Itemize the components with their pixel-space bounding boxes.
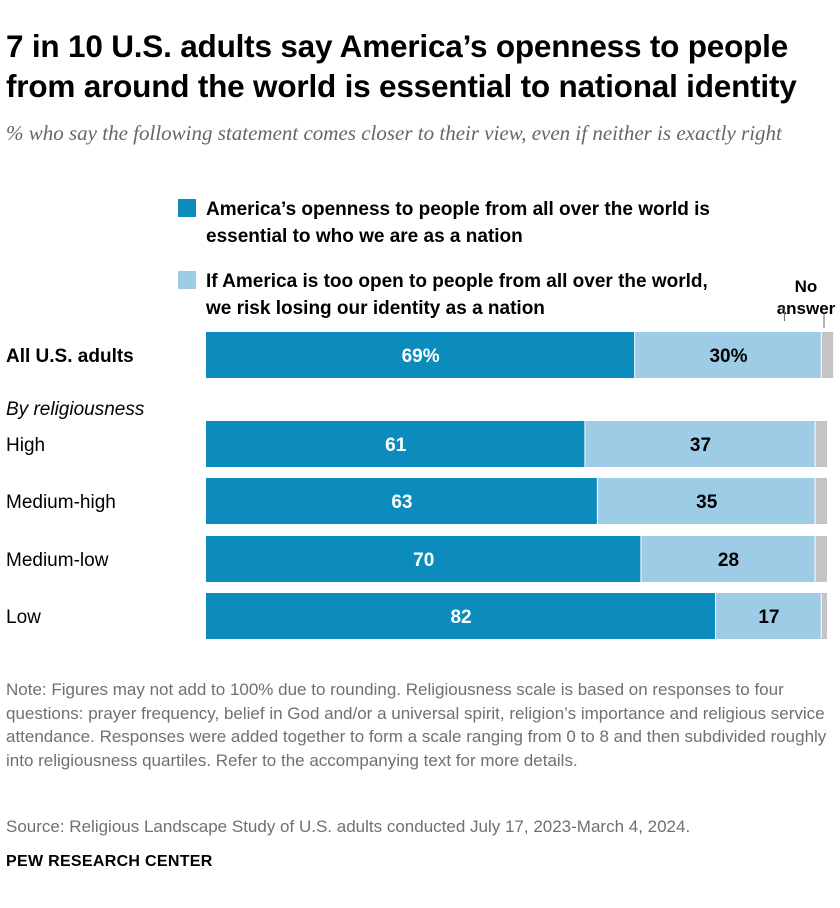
bar-segment (821, 593, 827, 639)
bar-segment (206, 478, 597, 524)
data-label: 28 (718, 550, 739, 571)
bar-segment (206, 536, 641, 582)
chart-title: 7 in 10 U.S. adults say America’s openne… (6, 28, 797, 104)
chart-source: Source: Religious Landscape Study of U.S… (6, 817, 691, 836)
bar-segment (716, 593, 821, 639)
data-label: 17 (758, 607, 779, 628)
brand-label: PEW RESEARCH CENTER (6, 853, 213, 870)
category-label: Medium-low (6, 550, 109, 571)
bar-segment (585, 421, 815, 467)
legend-item-risk: If America is too open to people from al… (178, 268, 718, 322)
chart-subtitle: % who say the following statement comes … (6, 121, 782, 145)
data-label: 37 (690, 435, 711, 456)
data-label: 30% (709, 346, 747, 367)
bar-segment (641, 536, 815, 582)
legend-label-no-answer: No answer (776, 277, 836, 318)
category-label: High (6, 435, 45, 456)
data-label: 63 (391, 492, 412, 513)
data-label: 61 (385, 435, 407, 456)
data-label: 82 (450, 607, 471, 628)
stacked-bar-chart: All U.S. adults 69% 30% High 61 37 Medium-high… (6, 308, 834, 639)
bracket-line-risk (780, 308, 785, 321)
category-label: Medium-high (6, 492, 116, 513)
category-label: All U.S. adults (6, 346, 134, 367)
bar-segment (206, 421, 585, 467)
legend-label-essential: America’s openness to people from all ov… (206, 199, 710, 247)
legend-label-risk: If America is too open to people from al… (206, 271, 708, 319)
data-label: 35 (696, 492, 718, 513)
bar-segment (206, 332, 635, 378)
bar-segment (206, 593, 716, 639)
chart-note: Note: Figures may not add to 100% due to… (6, 680, 827, 770)
legend-swatch-risk (178, 271, 196, 289)
data-label: 70 (413, 550, 434, 571)
bar-segment (635, 332, 821, 378)
category-label: Low (6, 607, 41, 628)
bar-segment (815, 421, 827, 467)
data-label: 69% (402, 346, 440, 367)
legend-swatch-essential (178, 199, 196, 217)
bar-segment (815, 478, 827, 524)
bar-segment (597, 478, 815, 524)
group-label: By religiousness (6, 399, 145, 420)
legend-item-essential: America’s openness to people from all ov… (178, 196, 718, 250)
bar-segment (815, 536, 827, 582)
bar-segment (821, 332, 834, 378)
